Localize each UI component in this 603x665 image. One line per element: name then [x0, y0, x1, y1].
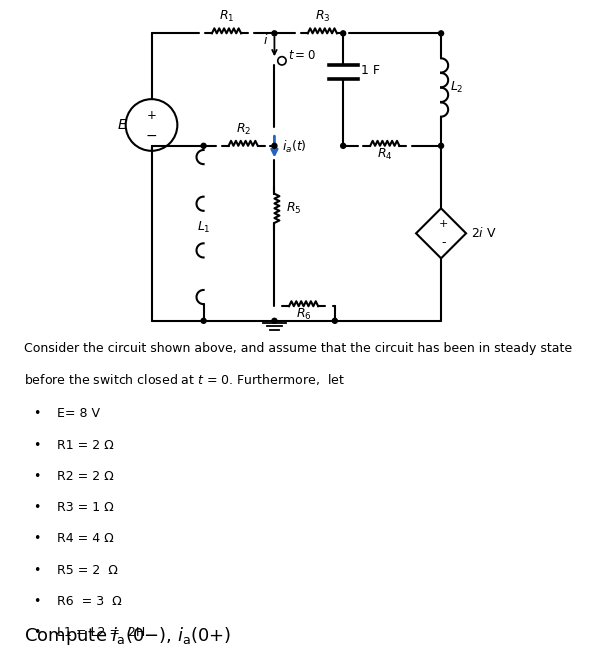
Text: R1 = 2 Ω: R1 = 2 Ω: [57, 439, 114, 452]
Circle shape: [332, 319, 337, 323]
Text: 1 F: 1 F: [361, 65, 380, 77]
Text: R4 = 4 Ω: R4 = 4 Ω: [57, 532, 114, 545]
Circle shape: [272, 319, 277, 323]
Text: •: •: [33, 532, 40, 545]
Text: R3 = 1 Ω: R3 = 1 Ω: [57, 501, 114, 514]
Text: •: •: [33, 626, 40, 639]
Text: Consider the circuit shown above, and assume that the circuit has been in steady: Consider the circuit shown above, and as…: [24, 342, 572, 356]
Text: $L_2$: $L_2$: [450, 80, 464, 95]
Text: $2i$ V: $2i$ V: [471, 226, 497, 240]
Text: $i_a(t)$: $i_a(t)$: [282, 138, 307, 155]
Text: •: •: [33, 469, 40, 483]
Text: before the switch closed at $t$ = 0. Furthermore,  let: before the switch closed at $t$ = 0. Fur…: [24, 372, 345, 388]
Text: •: •: [33, 501, 40, 514]
Text: +: +: [438, 219, 448, 229]
Text: •: •: [33, 595, 40, 608]
Text: E= 8 V: E= 8 V: [57, 407, 100, 420]
Text: $R_6$: $R_6$: [295, 307, 311, 322]
Text: $R_4$: $R_4$: [377, 148, 393, 162]
Text: R6  = 3  Ω: R6 = 3 Ω: [57, 595, 122, 608]
Text: $L_1$: $L_1$: [197, 219, 211, 235]
Circle shape: [341, 31, 346, 36]
Text: -: -: [441, 236, 446, 249]
Text: •: •: [33, 563, 40, 577]
Text: •: •: [33, 439, 40, 452]
Text: $R_2$: $R_2$: [236, 122, 251, 136]
Circle shape: [341, 144, 346, 148]
Text: $R_3$: $R_3$: [315, 9, 330, 24]
Text: R5 = 2  Ω: R5 = 2 Ω: [57, 563, 118, 577]
Text: $t = 0$: $t = 0$: [288, 49, 315, 63]
Circle shape: [272, 144, 277, 148]
Circle shape: [272, 31, 277, 36]
Circle shape: [201, 144, 206, 148]
Circle shape: [438, 144, 444, 148]
Circle shape: [201, 319, 206, 323]
Text: R2 = 2 Ω: R2 = 2 Ω: [57, 469, 114, 483]
Text: $i$: $i$: [263, 33, 268, 47]
Text: $E$: $E$: [117, 118, 128, 132]
Text: $R_5$: $R_5$: [286, 201, 302, 216]
Text: +: +: [147, 109, 156, 122]
Circle shape: [438, 31, 444, 36]
Text: •: •: [33, 407, 40, 420]
Text: L1 = L2 =  2H: L1 = L2 = 2H: [57, 626, 145, 639]
Text: −: −: [146, 128, 157, 142]
Text: $R_1$: $R_1$: [219, 9, 234, 24]
Text: Compute $i_{\rm a}$(0$-$), $i_{\rm a}$(0+): Compute $i_{\rm a}$(0$-$), $i_{\rm a}$(0…: [24, 624, 232, 646]
